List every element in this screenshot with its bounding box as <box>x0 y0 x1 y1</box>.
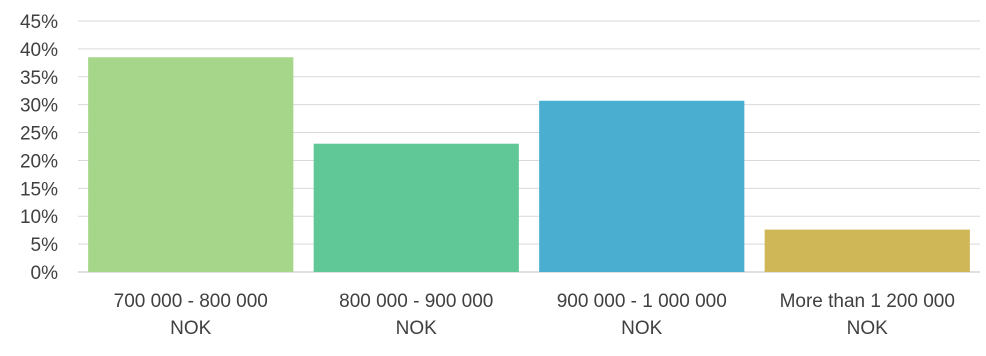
y-tick-label: 5% <box>31 235 59 256</box>
x-tick-label: More than 1 200 000 <box>780 291 955 312</box>
bar <box>88 57 294 272</box>
y-tick-label: 30% <box>20 96 58 117</box>
y-tick-label: 0% <box>31 263 59 284</box>
y-tick-label: 15% <box>20 179 58 200</box>
y-tick-label: 20% <box>20 151 58 172</box>
bar <box>539 100 745 272</box>
x-tick-label: NOK <box>396 318 438 339</box>
x-tick-label: NOK <box>170 318 212 339</box>
bar <box>313 143 519 272</box>
y-tick-label: 10% <box>20 207 58 228</box>
bars <box>88 57 970 272</box>
bar <box>764 229 970 272</box>
x-tick-label: NOK <box>621 318 663 339</box>
x-tick-label: 800 000 - 900 000 <box>339 291 493 312</box>
x-tick-label: NOK <box>847 318 889 339</box>
y-axis: 0% 5% 10% 15% 20% 25% 30% 35% 40% 45% <box>20 12 58 284</box>
x-tick-label: 900 000 - 1 000 000 <box>557 291 727 312</box>
y-tick-label: 45% <box>20 12 58 33</box>
y-tick-label: 35% <box>20 68 58 89</box>
x-tick-label: 700 000 - 800 000 <box>114 291 268 312</box>
y-tick-label: 40% <box>20 40 58 61</box>
x-axis: 700 000 - 800 000 NOK 800 000 - 900 000 NOK… <box>114 291 955 339</box>
y-tick-label: 25% <box>20 124 58 145</box>
